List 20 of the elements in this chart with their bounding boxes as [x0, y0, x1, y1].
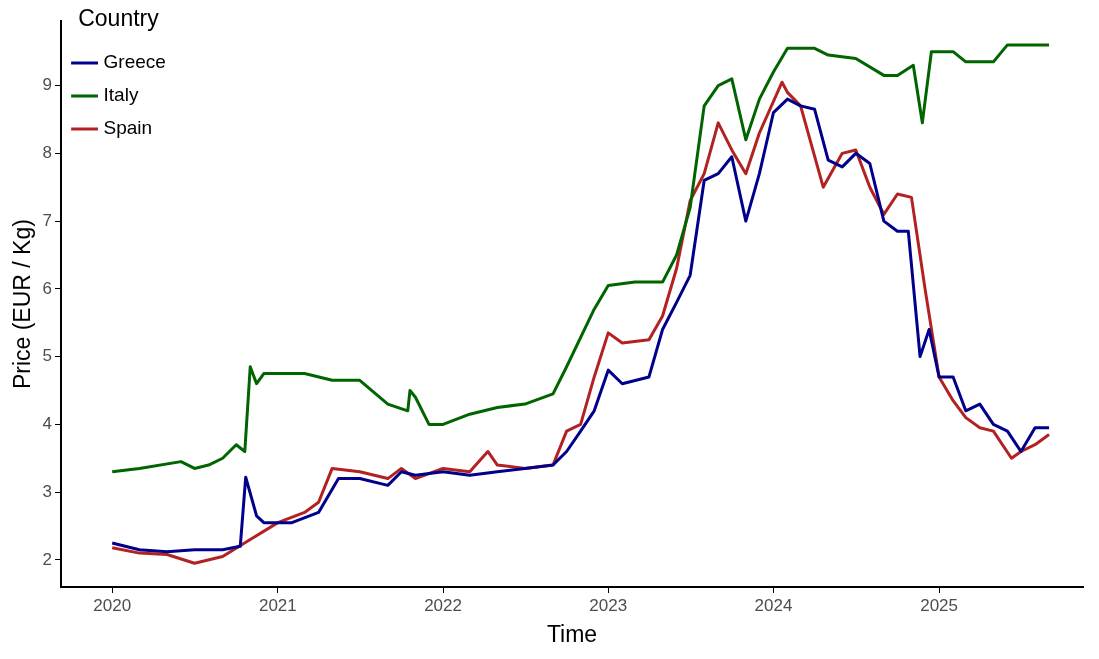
- legend-label: Italy: [103, 84, 139, 106]
- y-axis-title: Price (EUR / Kg): [9, 219, 36, 390]
- legend-title: Country: [78, 4, 160, 31]
- x-tick-label: 2022: [424, 595, 462, 615]
- y-tick-label: 3: [42, 481, 53, 501]
- x-tick-label: 2020: [93, 595, 132, 615]
- x-axis-title: Time: [546, 620, 598, 647]
- legend-label: Greece: [103, 51, 166, 73]
- y-tick-label: 8: [42, 143, 53, 163]
- y-tick-label: 9: [42, 75, 53, 95]
- y-tick-label: 2: [42, 549, 53, 569]
- x-tick-label: 2025: [920, 595, 958, 615]
- x-tick-label: 2024: [754, 595, 793, 615]
- x-tick-label: 2023: [589, 595, 628, 615]
- legend-label: Spain: [103, 117, 153, 139]
- x-tick-label: 2021: [258, 595, 297, 615]
- y-tick-label: 7: [42, 210, 53, 230]
- y-tick-label: 5: [42, 346, 53, 366]
- y-tick-label: 6: [42, 278, 53, 298]
- y-tick-label: 4: [42, 414, 53, 434]
